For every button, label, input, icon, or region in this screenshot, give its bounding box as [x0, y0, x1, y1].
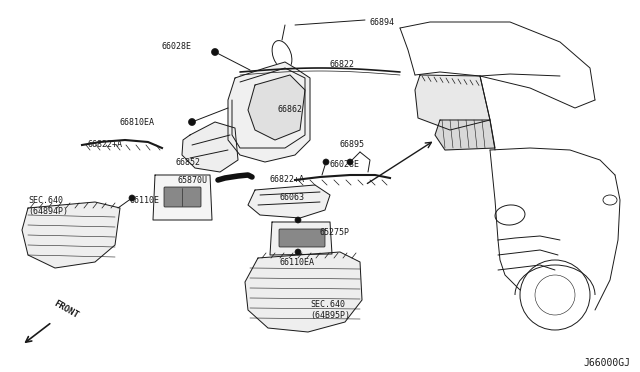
Polygon shape	[153, 175, 212, 220]
Text: 66810EA: 66810EA	[120, 118, 155, 127]
Text: 66894: 66894	[370, 18, 395, 27]
Circle shape	[295, 249, 301, 255]
Circle shape	[189, 119, 195, 125]
Text: J66000GJ: J66000GJ	[583, 358, 630, 368]
Text: (64B95P): (64B95P)	[310, 311, 350, 320]
Circle shape	[129, 195, 135, 201]
Polygon shape	[228, 62, 310, 162]
Text: SEC.640: SEC.640	[28, 196, 63, 205]
Text: 65275P: 65275P	[320, 228, 350, 237]
Text: 66063: 66063	[280, 193, 305, 202]
Text: 66028E: 66028E	[162, 42, 192, 51]
Circle shape	[323, 159, 329, 165]
Polygon shape	[245, 252, 362, 332]
Text: 66110E: 66110E	[130, 196, 160, 205]
Text: 65870U: 65870U	[178, 176, 208, 185]
Text: SEC.640: SEC.640	[310, 300, 345, 309]
Text: 66895: 66895	[340, 140, 365, 149]
Text: (64894P): (64894P)	[28, 207, 68, 216]
Text: 66110EA: 66110EA	[280, 258, 315, 267]
Text: FRONT: FRONT	[52, 299, 80, 320]
Polygon shape	[270, 222, 332, 255]
Circle shape	[347, 159, 353, 165]
FancyBboxPatch shape	[279, 229, 325, 247]
Polygon shape	[415, 75, 490, 130]
Text: 66822+A: 66822+A	[270, 175, 305, 184]
Polygon shape	[22, 202, 120, 268]
Polygon shape	[248, 185, 330, 218]
Text: 66862: 66862	[278, 105, 303, 114]
Polygon shape	[435, 120, 495, 150]
Text: 66822+A: 66822+A	[88, 140, 123, 149]
Text: 66822: 66822	[330, 60, 355, 69]
Polygon shape	[182, 122, 238, 172]
Circle shape	[211, 48, 218, 55]
Polygon shape	[248, 75, 305, 140]
Circle shape	[295, 217, 301, 223]
Text: 66852: 66852	[175, 158, 200, 167]
Text: 66028E: 66028E	[330, 160, 360, 169]
FancyBboxPatch shape	[164, 187, 201, 207]
